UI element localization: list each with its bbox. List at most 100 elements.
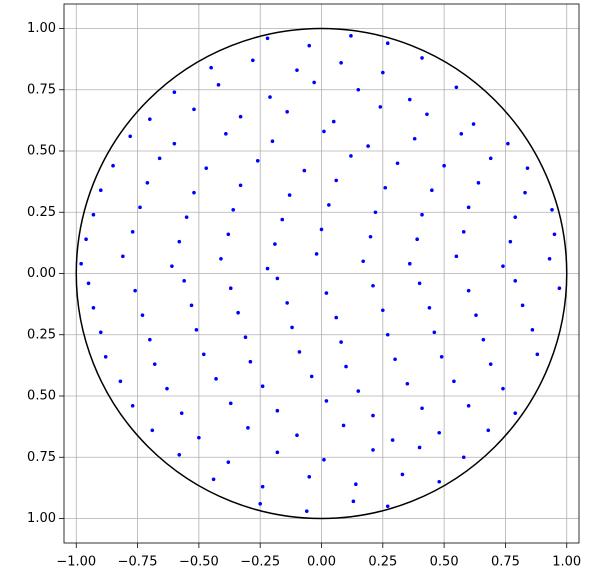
- point: [268, 95, 272, 99]
- point: [197, 435, 201, 440]
- point: [425, 112, 429, 117]
- point: [287, 193, 292, 197]
- point: [228, 286, 233, 291]
- point: [557, 286, 562, 291]
- point: [354, 482, 358, 487]
- point: [177, 239, 182, 244]
- point: [236, 310, 240, 315]
- point: [417, 281, 422, 286]
- point: [246, 426, 250, 430]
- point: [275, 408, 280, 413]
- point: [295, 433, 299, 438]
- point: [341, 423, 346, 428]
- point: [471, 122, 476, 126]
- point: [366, 144, 370, 148]
- point: [98, 330, 103, 335]
- point: [304, 509, 309, 513]
- point: [189, 303, 194, 308]
- point: [466, 205, 471, 210]
- point: [407, 97, 412, 102]
- point: [327, 203, 331, 207]
- point: [140, 313, 145, 317]
- point: [111, 163, 115, 168]
- point: [128, 134, 133, 139]
- point: [285, 110, 289, 114]
- point: [324, 399, 329, 403]
- point: [371, 448, 375, 452]
- point: [420, 56, 424, 60]
- point: [192, 190, 196, 195]
- point: [385, 332, 390, 337]
- point: [248, 359, 253, 364]
- point: [152, 362, 157, 366]
- point: [157, 156, 162, 161]
- point: [194, 328, 199, 332]
- y-tick-label: 0.75: [27, 82, 56, 97]
- y-tick-label: 0.00: [27, 266, 56, 281]
- point: [513, 215, 518, 219]
- point: [530, 328, 535, 332]
- point: [454, 254, 459, 259]
- point: [513, 279, 518, 283]
- point: [381, 308, 385, 313]
- point: [130, 404, 135, 408]
- point: [356, 389, 361, 393]
- point: [349, 154, 353, 158]
- point: [216, 83, 221, 87]
- point: [420, 212, 424, 217]
- point: [275, 276, 280, 281]
- point: [319, 227, 324, 232]
- point: [381, 70, 385, 75]
- point: [525, 166, 530, 170]
- point: [395, 161, 400, 166]
- point: [172, 90, 177, 94]
- point: [184, 215, 189, 219]
- point: [459, 132, 464, 136]
- point: [393, 357, 397, 362]
- y-tick-label: 0.25: [27, 327, 56, 342]
- point: [265, 36, 270, 41]
- point: [334, 315, 339, 320]
- point: [427, 306, 432, 310]
- point: [170, 264, 174, 268]
- point: [273, 242, 277, 246]
- point: [361, 259, 365, 264]
- y-tick-label: 0.50: [27, 144, 56, 159]
- point: [150, 428, 155, 433]
- point: [285, 301, 289, 305]
- point: [182, 279, 186, 283]
- x-tick-label: 0.00: [307, 555, 336, 570]
- point: [314, 252, 319, 256]
- point: [179, 411, 184, 415]
- point: [145, 181, 150, 185]
- point: [98, 188, 103, 192]
- point: [466, 404, 471, 408]
- point: [432, 330, 437, 335]
- point: [238, 183, 243, 188]
- point: [307, 475, 312, 479]
- point: [486, 428, 491, 433]
- point: [309, 374, 314, 379]
- point: [331, 119, 336, 124]
- point: [351, 499, 356, 504]
- point: [86, 281, 91, 286]
- point: [121, 254, 125, 259]
- point: [344, 364, 348, 369]
- point: [312, 80, 316, 85]
- point: [130, 230, 135, 234]
- point: [255, 159, 260, 163]
- point: [324, 291, 329, 295]
- point: [270, 139, 275, 143]
- point: [322, 129, 326, 134]
- point: [461, 230, 466, 234]
- point: [219, 257, 223, 261]
- x-tick-label: −1.00: [56, 555, 96, 570]
- point: [454, 85, 459, 90]
- x-tick-label: 0.75: [491, 555, 520, 570]
- point: [437, 430, 442, 435]
- y-tick-label: 0.50: [27, 389, 56, 404]
- point: [373, 210, 378, 215]
- point: [417, 445, 422, 450]
